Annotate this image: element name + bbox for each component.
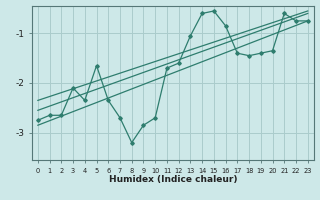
X-axis label: Humidex (Indice chaleur): Humidex (Indice chaleur)	[108, 175, 237, 184]
